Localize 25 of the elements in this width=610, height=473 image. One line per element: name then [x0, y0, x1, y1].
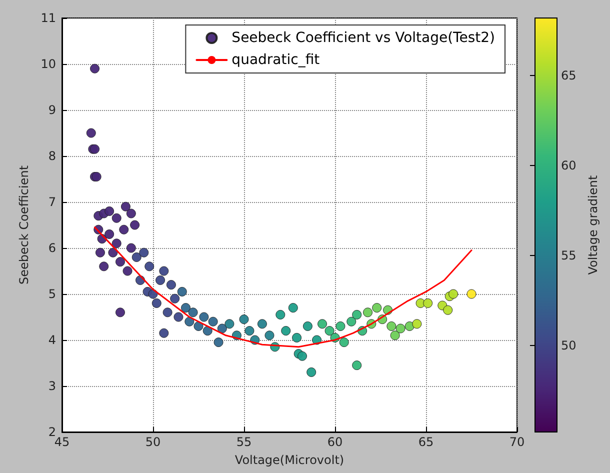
color-bar-label: 65: [561, 68, 576, 83]
x-axis-title: Voltage(Microvolt): [234, 453, 344, 467]
color-bar-label: 50: [561, 338, 576, 353]
y-tick-label: 10: [40, 57, 56, 71]
legend-label: Seebeck Coefficient vs Voltage(Test2): [232, 30, 496, 46]
x-tick-label: 60: [327, 435, 343, 449]
y-tick-label: 3: [48, 379, 56, 393]
x-tick-label: 65: [418, 435, 434, 449]
legend-label: quadratic_fit: [232, 52, 320, 68]
y-tick-label: 5: [48, 287, 56, 301]
y-tick-label: 7: [48, 195, 56, 209]
x-tick-label: 50: [145, 435, 161, 449]
color-bar-title: Voltage gradient: [586, 175, 600, 275]
x-tick-label: 70: [509, 435, 525, 449]
y-tick-label: 9: [48, 103, 56, 117]
color-bar-label: 55: [561, 248, 576, 263]
y-tick-label: 4: [48, 333, 56, 347]
y-tick-label: 11: [40, 11, 56, 25]
x-tick-label: 55: [236, 435, 252, 449]
y-tick-label: 2: [48, 425, 56, 439]
y-axis-title: Seebeck Coefficient: [16, 165, 31, 285]
y-tick-label: 8: [48, 149, 56, 163]
x-tick-label: 45: [54, 435, 70, 449]
y-tick-label: 6: [48, 241, 56, 255]
color-bar-label: 60: [561, 158, 576, 173]
